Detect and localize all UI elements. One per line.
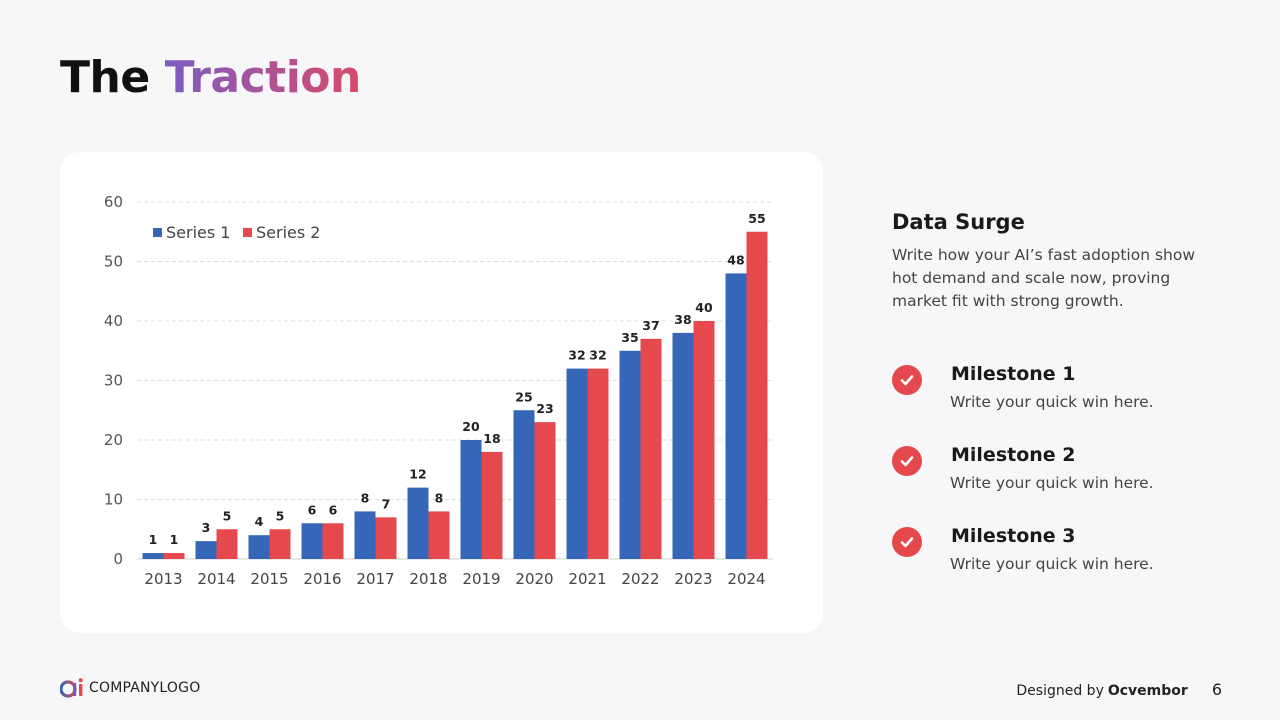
x-tick-label: 2022	[621, 570, 659, 588]
legend-label: Series 2	[256, 223, 320, 242]
bar-series2	[746, 231, 768, 559]
data-label: 18	[483, 431, 500, 446]
logo-text: COMPANYLOGO	[89, 680, 201, 696]
x-tick-label: 2015	[250, 570, 288, 588]
x-tick-label: 2023	[674, 570, 712, 588]
y-tick-label: 30	[104, 372, 123, 390]
data-label: 48	[727, 252, 744, 267]
milestone-text: Write your quick win here.	[950, 555, 1154, 573]
bar-series1	[301, 523, 323, 559]
data-label: 6	[308, 502, 317, 517]
bar-series2	[269, 529, 291, 559]
y-tick-label: 60	[104, 193, 123, 211]
bar-series1	[566, 368, 588, 559]
x-tick-label: 2019	[462, 570, 500, 588]
data-label: 1	[149, 532, 158, 547]
y-tick-label: 0	[113, 550, 123, 568]
check-circle-icon	[892, 527, 922, 557]
data-label: 5	[223, 508, 232, 523]
data-label: 1	[170, 532, 179, 547]
x-tick-label: 2020	[515, 570, 553, 588]
data-label: 7	[382, 496, 391, 511]
panel-heading: Data Surge	[892, 210, 1025, 234]
data-label: 6	[329, 502, 338, 517]
x-tick-label: 2021	[568, 570, 606, 588]
bar-series1	[672, 332, 694, 559]
bar-series1	[407, 487, 429, 559]
milestone-text: Write your quick win here.	[950, 474, 1154, 492]
data-label: 20	[462, 419, 480, 434]
bar-series2	[322, 523, 344, 559]
data-label: 25	[515, 389, 532, 404]
page-number: 6	[1211, 680, 1222, 699]
legend-swatch	[243, 228, 252, 237]
y-tick-label: 20	[104, 431, 123, 449]
ai-logo-icon	[60, 678, 83, 698]
bar-series2	[375, 517, 397, 559]
bar-series2	[587, 368, 609, 559]
x-tick-label: 2024	[727, 570, 765, 588]
bar-series1	[725, 273, 747, 559]
x-tick-label: 2017	[356, 570, 394, 588]
data-label: 4	[255, 514, 264, 529]
bar-series1	[460, 440, 482, 559]
y-tick-label: 10	[104, 491, 123, 509]
data-label: 38	[674, 312, 691, 327]
milestone-title: Milestone 3	[951, 525, 1076, 547]
milestone-title: Milestone 2	[951, 444, 1076, 466]
y-tick-label: 50	[104, 253, 123, 271]
data-label: 12	[409, 467, 426, 482]
data-label: 40	[695, 300, 713, 315]
bar-series2	[534, 422, 556, 559]
bar-series1	[513, 410, 535, 559]
bar-series2	[216, 529, 238, 559]
bar-series2	[640, 338, 662, 559]
legend-swatch	[153, 228, 162, 237]
designer-brand: Ocvembor	[1107, 683, 1188, 699]
bar-series2	[481, 451, 503, 559]
title-plain: The	[60, 52, 150, 103]
bar-series1	[619, 350, 641, 559]
data-label: 35	[621, 330, 638, 345]
x-tick-label: 2018	[409, 570, 447, 588]
y-tick-label: 40	[104, 312, 123, 330]
panel-description: Write how your AI’s fast adoption show h…	[892, 246, 1196, 310]
bar-series2	[693, 321, 715, 559]
data-label: 8	[361, 490, 370, 505]
data-label: 23	[536, 401, 553, 416]
data-label: 55	[748, 211, 765, 226]
company-logo: COMPANYLOGO	[60, 678, 200, 698]
chart-card: 0 10 20 30 40 50 60 1 1 2013 3 5 2014 4 5 2015 6 6 2016 8 7 2…	[60, 152, 823, 633]
slide-title: The Traction	[60, 52, 361, 103]
check-circle-icon	[892, 365, 922, 395]
legend-label: Series 1	[166, 223, 230, 242]
bar-series2	[428, 511, 450, 559]
x-tick-label: 2016	[303, 570, 341, 588]
x-tick-label: 2014	[197, 570, 235, 588]
x-tick-label: 2013	[144, 570, 182, 588]
check-circle-icon	[892, 446, 922, 476]
data-label: 8	[435, 490, 444, 505]
milestone-title: Milestone 1	[951, 363, 1076, 385]
bar-series1	[195, 541, 217, 559]
data-label: 32	[568, 348, 585, 363]
data-label: 5	[276, 508, 285, 523]
bar-series2	[163, 553, 185, 559]
data-label: 3	[202, 520, 211, 535]
designed-by-text: Designed by	[1016, 683, 1104, 699]
bar-series1	[142, 553, 164, 559]
data-label: 37	[642, 318, 659, 333]
info-panel: Data Surge Write how your AI’s fast adop…	[892, 210, 1222, 313]
bar-series1	[354, 511, 376, 559]
data-label: 32	[589, 348, 606, 363]
title-accent: Traction	[164, 52, 362, 103]
bar-series1	[248, 535, 270, 559]
footer-credit: Designed by Ocvembor 6	[1016, 680, 1222, 699]
milestone-text: Write your quick win here.	[950, 393, 1154, 411]
